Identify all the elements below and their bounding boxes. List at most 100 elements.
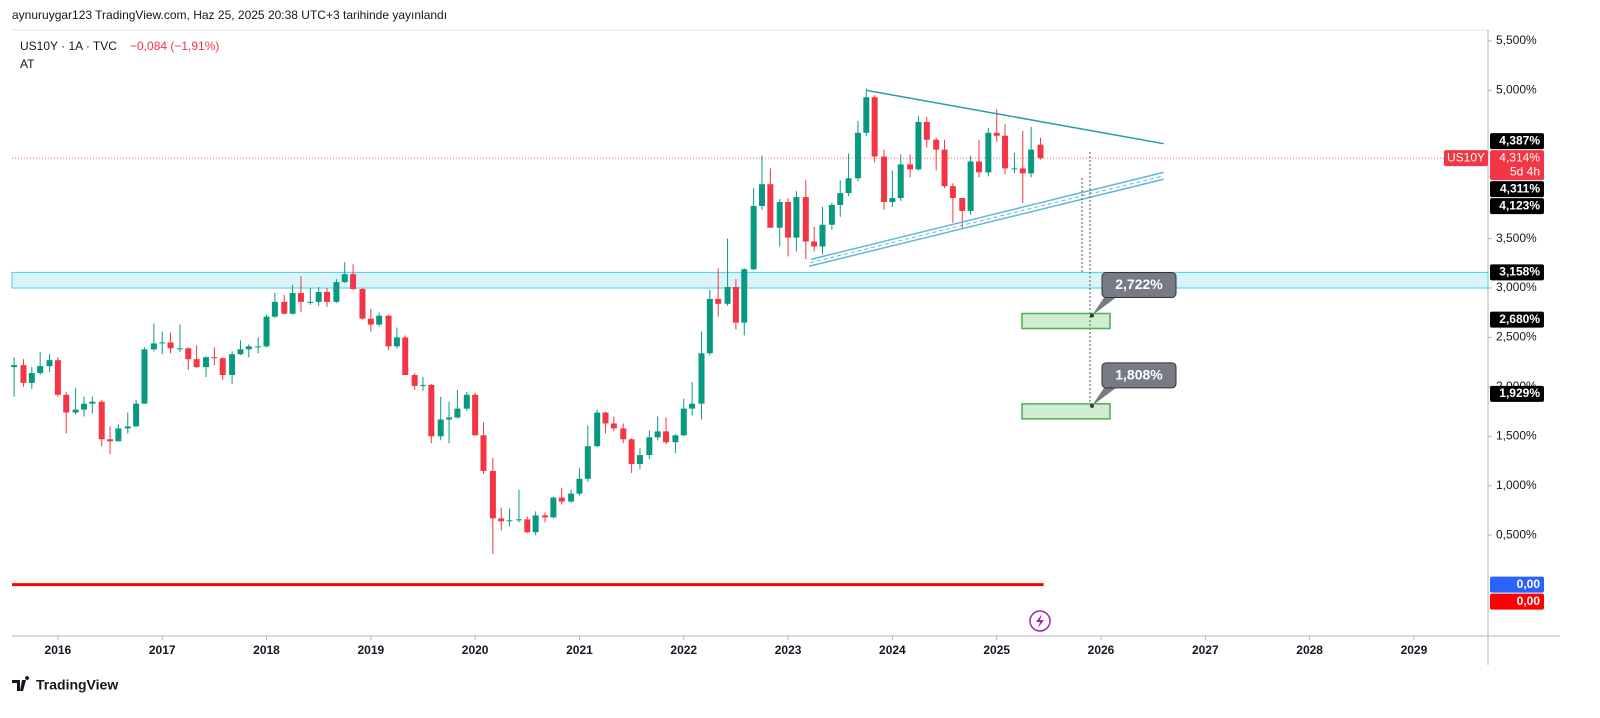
candle-body [98,401,105,440]
x-tick-label: 2016 [45,643,72,657]
candle-body [532,515,539,533]
zone [11,271,1489,289]
candle-body [811,241,818,247]
trend-line [810,171,1164,261]
y-tick-label: 3,500% [1496,231,1537,245]
candle-body [871,97,878,157]
candle-body [419,384,426,386]
candle-body [359,289,366,319]
x-tick-label: 2023 [775,643,802,657]
candle-body [949,186,956,199]
candle-body [203,357,210,368]
candle-body [307,301,314,303]
candle-body [907,164,914,170]
candle-body [315,291,322,302]
x-tick-label: 2024 [879,643,906,657]
candle-body [376,315,383,325]
candle-body [46,360,53,367]
price-tag-label: 4,387% [1499,133,1540,147]
candle-body [542,515,549,518]
x-tick-label: 2020 [462,643,489,657]
change: −0,084 (−1,91%) [130,39,219,53]
candle-body [933,139,940,150]
candle-body [489,470,496,519]
candle-body [785,202,792,238]
candle-body [558,497,565,502]
candle-body [472,394,479,436]
lightning-icon [1029,610,1051,632]
price-tag-label: 4,311% [1500,181,1540,195]
candle-body [654,431,661,438]
candle-body [706,298,713,354]
candle-body [959,198,966,211]
candle-body [176,348,183,350]
y-tick-label: 1,000% [1496,478,1537,492]
x-tick-label: 2018 [253,643,280,657]
candle-body [724,287,731,304]
y-tick-label: 5,500% [1496,33,1537,47]
session: AT [20,57,35,71]
candle-body [828,204,835,225]
price-tag-label: 4,123% [1499,198,1540,212]
candle-body [881,156,888,203]
x-tick-label: 2027 [1192,643,1219,657]
x-tick-label: 2022 [670,643,697,657]
candle-body [333,282,340,302]
candle-body [750,205,757,270]
candle-body [576,478,583,494]
price-tag-label: 0,00 [1517,577,1541,591]
candle-body [1028,149,1035,174]
candle-body [837,193,844,205]
x-tick-label: 2025 [983,643,1010,657]
callout-label: 1,808% [1115,367,1163,383]
candle-body [985,132,992,173]
candle-body [845,178,852,194]
trend-line [808,178,1164,267]
candle-body [776,202,783,228]
callout-label: 2,722% [1115,276,1163,292]
y-tick-label: 3,000% [1496,280,1537,294]
candle-body [463,394,470,409]
candle-body [636,455,643,464]
price-tag [1490,181,1544,198]
candle-body [1002,135,1009,169]
candle-body [411,375,418,386]
candle-body [185,348,192,360]
candle-body [732,287,739,323]
target-box [1021,403,1111,420]
candle-body [454,408,461,418]
price-tag [1490,576,1544,593]
candle-body [663,431,670,443]
candle-body [89,401,96,404]
candle-body [72,409,79,413]
candle-body [437,419,444,437]
candle-body [167,342,174,349]
candle-body [993,132,1000,136]
candle-body [428,384,435,437]
price-tag [1490,133,1544,150]
candle-body [819,224,826,247]
current-tag [1490,150,1544,181]
candle-body [689,403,696,409]
candle-body [367,318,374,325]
candle-body [115,428,122,442]
candle-body [610,423,617,429]
candle-body [498,518,505,522]
callout-box [1101,362,1177,389]
candle-body [211,357,218,359]
candle-body [915,121,922,170]
candle-body [159,342,166,344]
candle-body [672,435,679,443]
candle-body [124,426,131,429]
x-tick-label: 2021 [566,643,593,657]
candle-body [150,343,157,350]
price-tag [1490,385,1544,402]
candle-body [568,493,575,502]
logo [12,676,30,691]
candle-body [854,132,861,179]
callout-pointer [1092,387,1116,406]
current-tag-label: 4,314% [1499,150,1540,164]
candle-body [263,316,270,347]
x-tick-label: 2019 [357,643,384,657]
channel-midline [809,175,1164,264]
